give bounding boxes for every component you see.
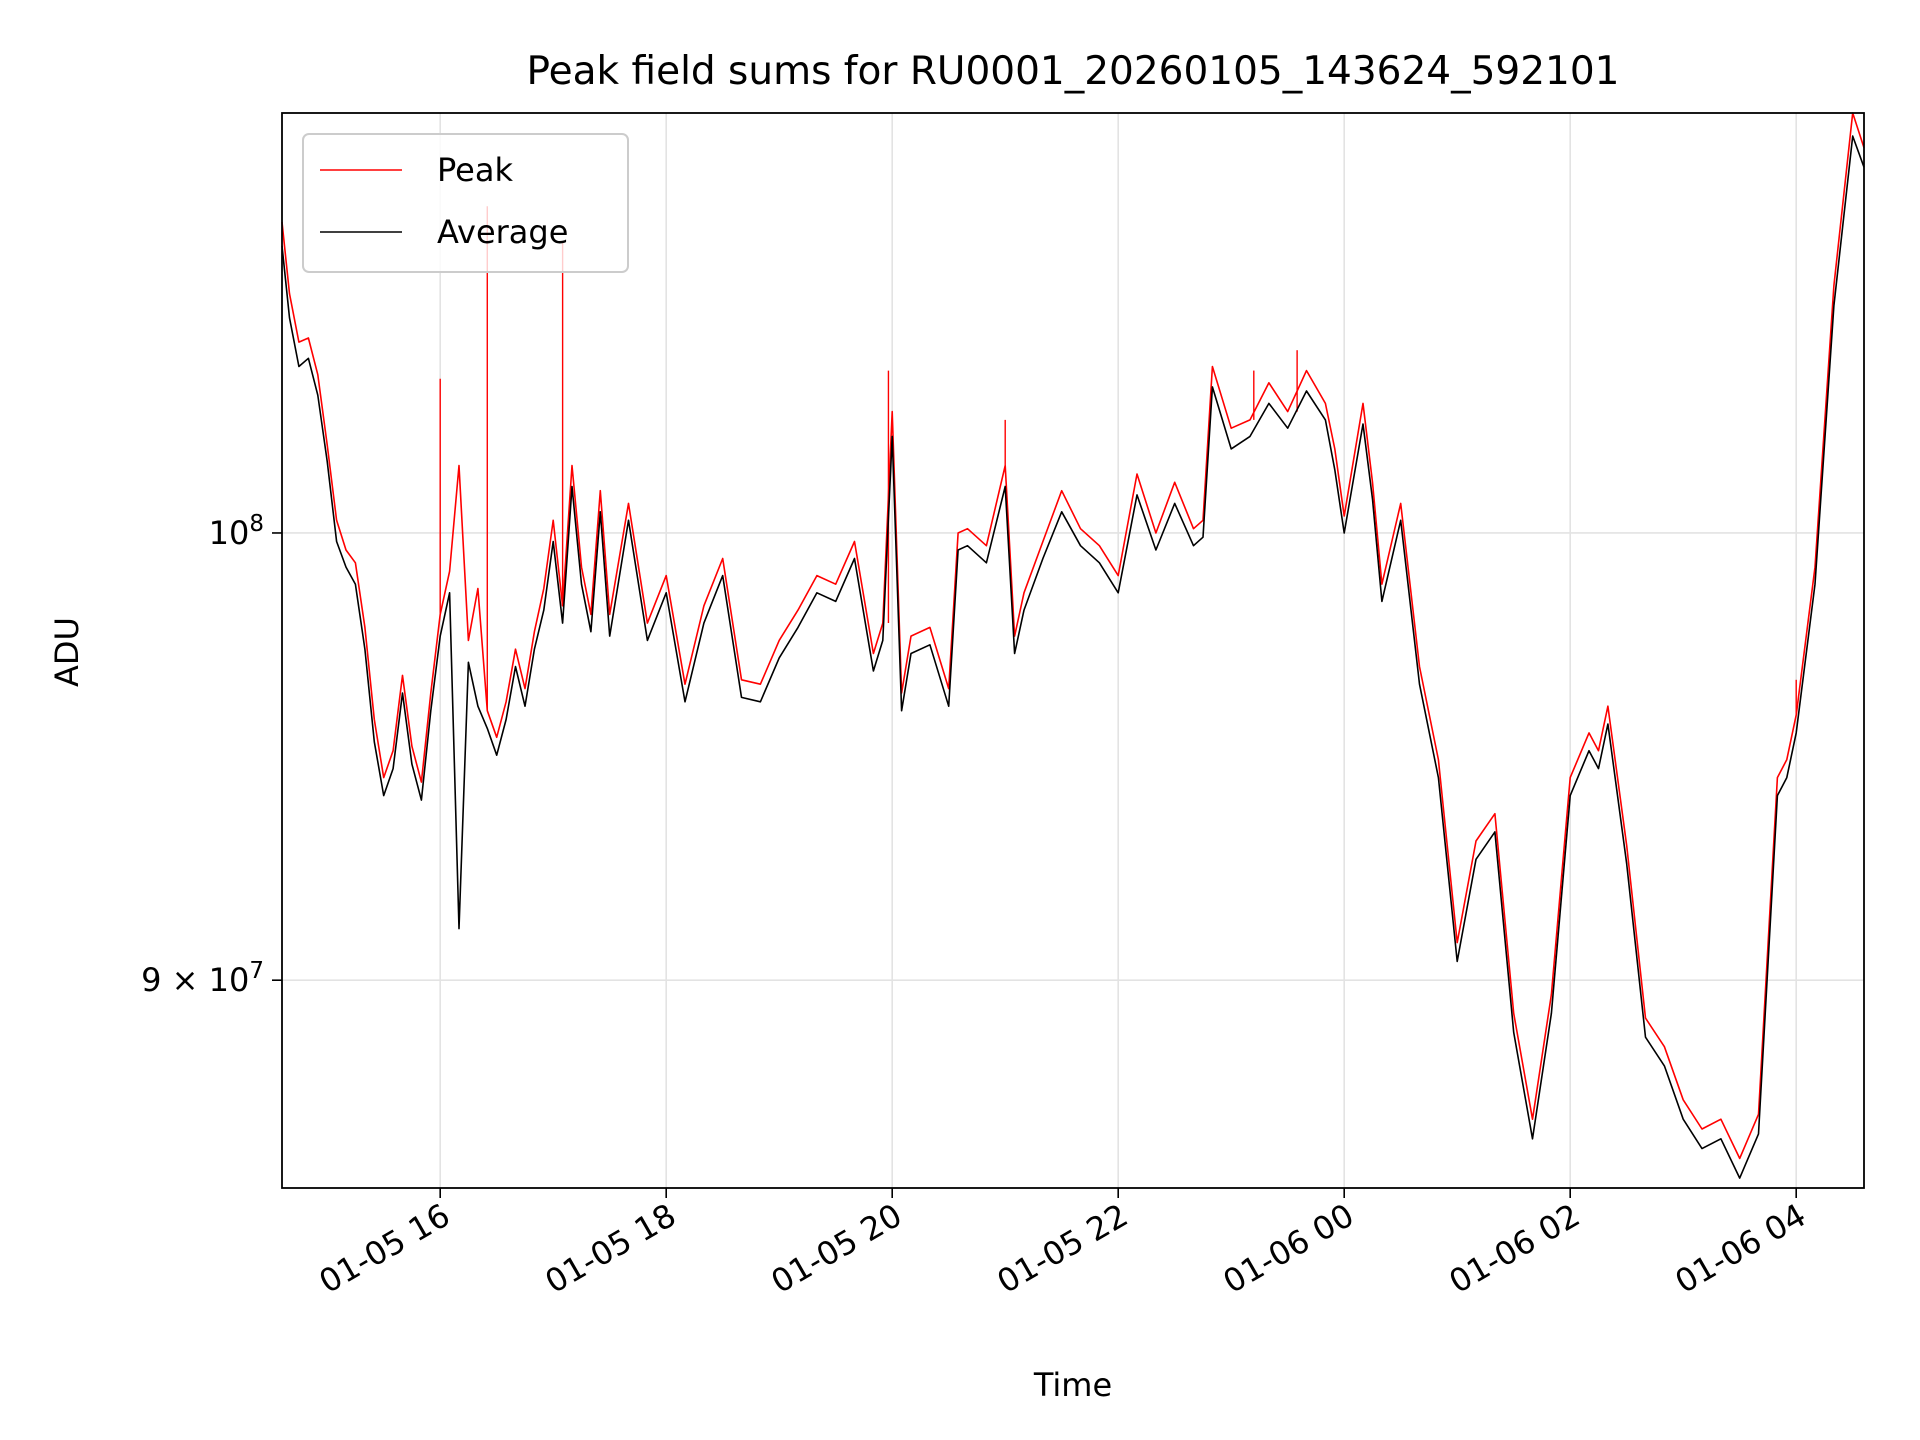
legend: Peak Average bbox=[302, 133, 629, 273]
x-axis-label: Time bbox=[1033, 1366, 1112, 1404]
y-axis-label: ADU bbox=[48, 617, 86, 687]
y-tick-label: 108 bbox=[209, 511, 264, 552]
plot-frame bbox=[281, 112, 1865, 1189]
series-line-average bbox=[281, 135, 1865, 1179]
series-line-peak bbox=[281, 112, 1865, 1160]
legend-peak-label: Peak bbox=[437, 151, 513, 189]
legend-box bbox=[302, 133, 629, 273]
y-tick-label: 9 × 107 bbox=[141, 958, 264, 999]
legend-average-label: Average bbox=[437, 213, 568, 251]
chart-title: Peak field sums for RU0001_20260105_1436… bbox=[527, 49, 1620, 94]
series-layer bbox=[281, 112, 1865, 1179]
